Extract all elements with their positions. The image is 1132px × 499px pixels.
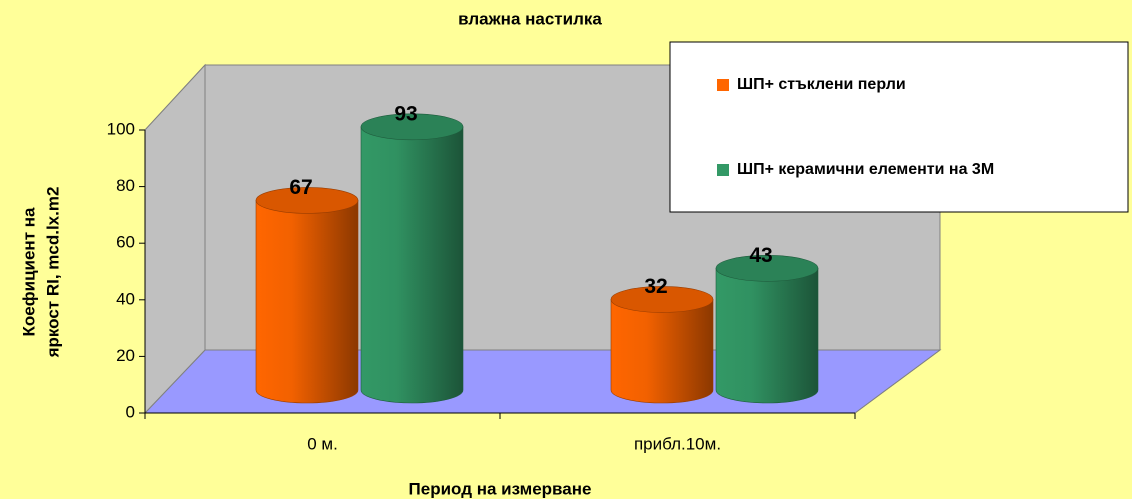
legend-label: ШП+ керамични елементи на 3М xyxy=(737,161,994,178)
y-axis-title-line: Коефициент на xyxy=(19,207,38,336)
y-axis-title-line: яркост RI, mcd.lx.m2 xyxy=(43,187,62,359)
y-tick-label: 40 xyxy=(116,289,135,308)
cylinder-top xyxy=(715,255,819,282)
y-tick-label: 0 xyxy=(126,402,135,421)
data-label: 67 xyxy=(289,176,312,199)
legend-swatch xyxy=(717,164,729,176)
legend xyxy=(669,41,1129,213)
cylinder-top xyxy=(255,187,359,214)
legend-entries: ШП+ стъклени перли ШП+ керамични елементи… xyxy=(717,76,994,178)
data-label: 93 xyxy=(394,102,417,125)
y-tick-label: 20 xyxy=(116,346,135,365)
data-label: 32 xyxy=(644,275,667,298)
y-tick-label: 80 xyxy=(116,176,135,195)
legend-swatch xyxy=(717,79,729,91)
cylinder-body xyxy=(255,200,359,404)
cylinder-top xyxy=(610,286,714,313)
y-axis-title: Коефициент на яркост RI, mcd.lx.m2 xyxy=(19,187,62,359)
chart-title: влажна настилка xyxy=(458,9,602,28)
x-tick-label: 0 м. xyxy=(307,434,338,453)
x-axis-title: Период на измерване xyxy=(409,479,592,498)
cylinder-top xyxy=(360,113,464,141)
y-tick-label: 100 xyxy=(107,119,135,138)
cylinder-body xyxy=(610,299,714,404)
legend-label: ШП+ стъклени перли xyxy=(737,76,906,93)
y-tick-label: 60 xyxy=(116,233,135,252)
x-tick-label: прибл.10м. xyxy=(634,434,721,453)
plot: 0 20 40 60 80 100 0 м. прибл.10м. 67 93 32 43 xyxy=(107,102,856,453)
cylinder-body xyxy=(360,126,464,404)
cylinder-body xyxy=(715,268,819,404)
data-label: 43 xyxy=(749,244,772,267)
